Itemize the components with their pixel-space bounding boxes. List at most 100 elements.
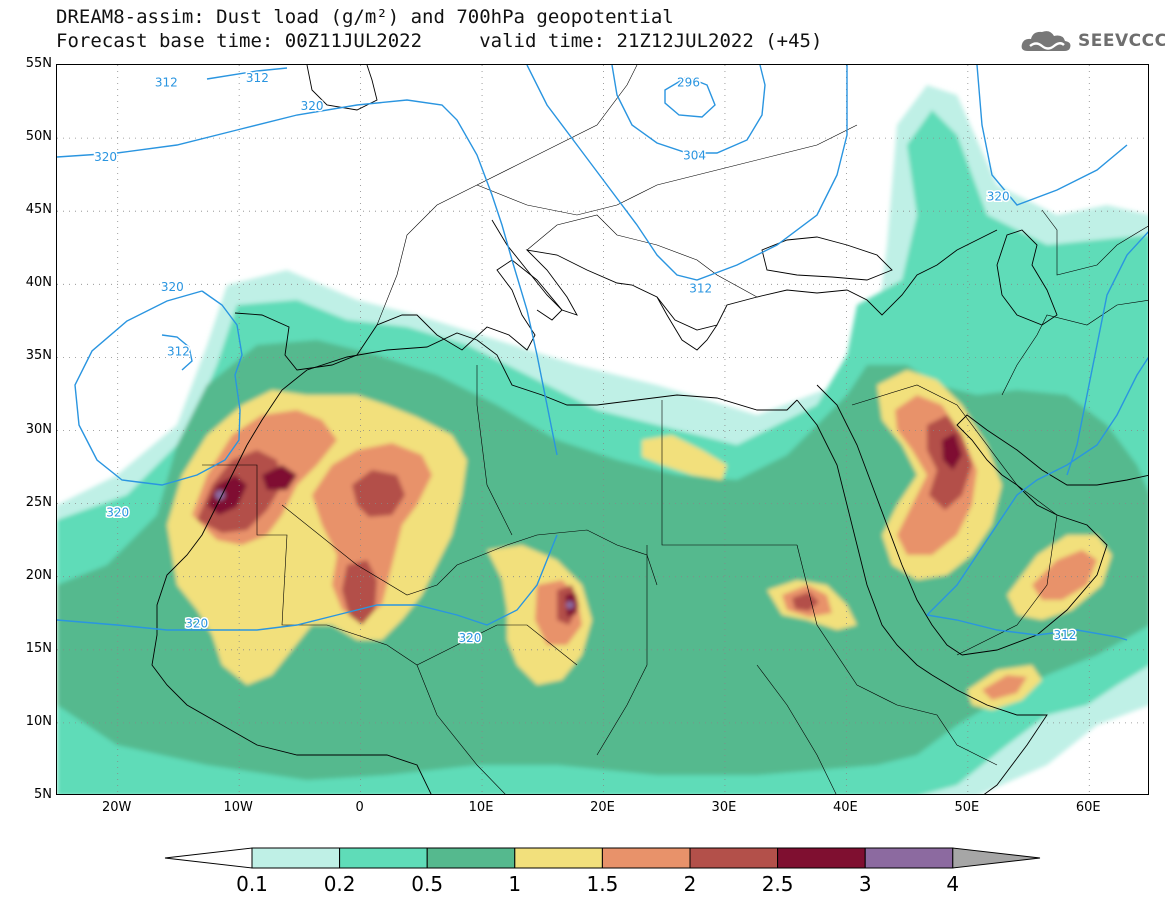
border-sahara-2 (281, 504, 658, 596)
contour-label: 312 (689, 282, 712, 296)
latitude-label: 30N (25, 421, 52, 437)
colorbar-tick-label: 1 (508, 872, 522, 896)
dust-region-2-central (352, 470, 405, 517)
colorbar-over-triangle (952, 847, 1041, 869)
border-east-africa (756, 664, 837, 794)
border-asia-1 (1041, 209, 1148, 276)
colorbar-segment (601, 847, 691, 869)
contour-320-atlantic (74, 290, 243, 486)
coastline-red-sea-west (796, 399, 933, 676)
latitude-label: 5N (34, 787, 52, 802)
latitude-label: 40N (25, 275, 52, 291)
colorbar-segment (689, 847, 779, 869)
longitude-label: 0 (355, 800, 364, 815)
coastline-europe (234, 229, 998, 371)
contour-304 (611, 65, 766, 154)
border-libya-egypt (661, 400, 797, 546)
border-saudi (851, 384, 1058, 656)
contour-320-north (57, 99, 558, 456)
contour-312-arabia (926, 614, 1128, 641)
coastline-red-sea-east (816, 384, 963, 656)
contour-label: 320 (185, 616, 208, 630)
longitude-label: 30E (711, 800, 737, 815)
border-sahel-2 (416, 664, 506, 794)
border-ethiopia (796, 544, 998, 766)
coastline-arabia (961, 474, 1108, 656)
contour-label: 320 (94, 150, 117, 164)
border-europe-3 (526, 214, 758, 298)
contour-labels: 312 312 320 320 296 304 320 320 312 312 320 320 320 3… (93, 70, 1078, 647)
dust-region-2.5-central (262, 465, 297, 490)
border-europe-1 (376, 65, 638, 326)
map-title-line2: Forecast base time: 00Z11JUL2022 valid t… (56, 30, 823, 52)
colorbar-segment (251, 847, 341, 869)
latitude-label: 55N (25, 56, 52, 71)
longitude-label: 20W (102, 800, 132, 815)
latitude-label: 35N (25, 348, 52, 364)
colorbar-segment (426, 847, 516, 869)
colorbar-tick-label: 1.5 (586, 872, 619, 896)
colorbar-tick-label: 0.1 (236, 872, 268, 896)
contour-label: 320 (458, 631, 481, 645)
contour-320-east (976, 65, 1128, 206)
coastline-greece (656, 296, 718, 351)
dust-region-2.5-arabia (942, 433, 962, 470)
colorbar-tick-label: 0.2 (323, 872, 356, 896)
dust-region-2-niger (342, 560, 377, 625)
contour-label: 312 (155, 76, 178, 90)
contour-312-balkans (526, 65, 848, 281)
border-iran (1001, 299, 1148, 396)
dust-region-1.5-somalia (982, 675, 1027, 700)
dust-region-3-sahel (566, 601, 574, 609)
seevccc-logo: SEEVCCC (1020, 26, 1165, 56)
coastline-italy (491, 219, 563, 321)
latitude-label: 25N (25, 494, 52, 510)
dust-region-1-libya (642, 435, 727, 480)
contour-312-atlantic (161, 334, 193, 371)
contour-312-gulf (926, 356, 1148, 616)
lat-lon-grid (57, 65, 1148, 794)
coastline-persian-gulf (956, 414, 1148, 486)
border-sahel-1 (297, 624, 578, 666)
geopotential-contours (57, 65, 1148, 641)
contour-296 (664, 76, 716, 118)
contour-label: 320 (301, 99, 324, 113)
border-sahara-3 (476, 365, 513, 536)
border-sahara-1 (202, 464, 297, 626)
dust-map: 312 312 320 320 296 304 320 320 312 312 320 320 320 3… (56, 64, 1149, 795)
longitude-label: 60E (1075, 800, 1101, 815)
colorbar-tick-label: 0.5 (411, 872, 444, 896)
latitude-label: 20N (25, 567, 52, 583)
colorbar-segment (777, 847, 866, 869)
contour-320-sahel (57, 534, 558, 631)
colorbar-segment (514, 847, 603, 869)
coastline-north-africa (246, 332, 798, 446)
longitude-label: 20E (590, 800, 615, 815)
dust-region-1.5-central (312, 443, 432, 620)
dust-region-1.5-oman (1032, 550, 1097, 600)
contour-label: 320 (987, 190, 1010, 204)
contour-312-ireland (206, 67, 288, 80)
contour-label: 312 (167, 345, 190, 359)
latitude-label: 15N (25, 640, 52, 656)
latitude-label: 45N (25, 202, 52, 218)
contour-label: 296 (677, 76, 700, 90)
contour-label: 320 (106, 505, 129, 519)
contour-label: 304 (683, 149, 706, 163)
contour-320-asia (1066, 231, 1148, 476)
longitude-label: 50E (954, 800, 980, 815)
longitude-label: 10E (468, 800, 494, 815)
coastline-caspian (996, 229, 1058, 326)
contour-label: 312 (246, 71, 269, 85)
latitude-label: 10N (25, 713, 52, 729)
colorbar-tick-label: 2.5 (761, 872, 794, 896)
colorbar-tick-label: 4 (946, 872, 960, 896)
dust-load-colorbar (164, 847, 1041, 869)
coastline-black-sea (761, 236, 893, 281)
border-chad-sudan (596, 545, 648, 756)
border-europe-2 (476, 124, 858, 216)
logo-text: SEEVCCC (1078, 31, 1165, 51)
map-title-line1: DREAM8-assim: Dust load (g/m²) and 700hP… (56, 6, 674, 28)
coastline-british-isles (306, 65, 378, 111)
coastline-west-africa (151, 444, 432, 794)
